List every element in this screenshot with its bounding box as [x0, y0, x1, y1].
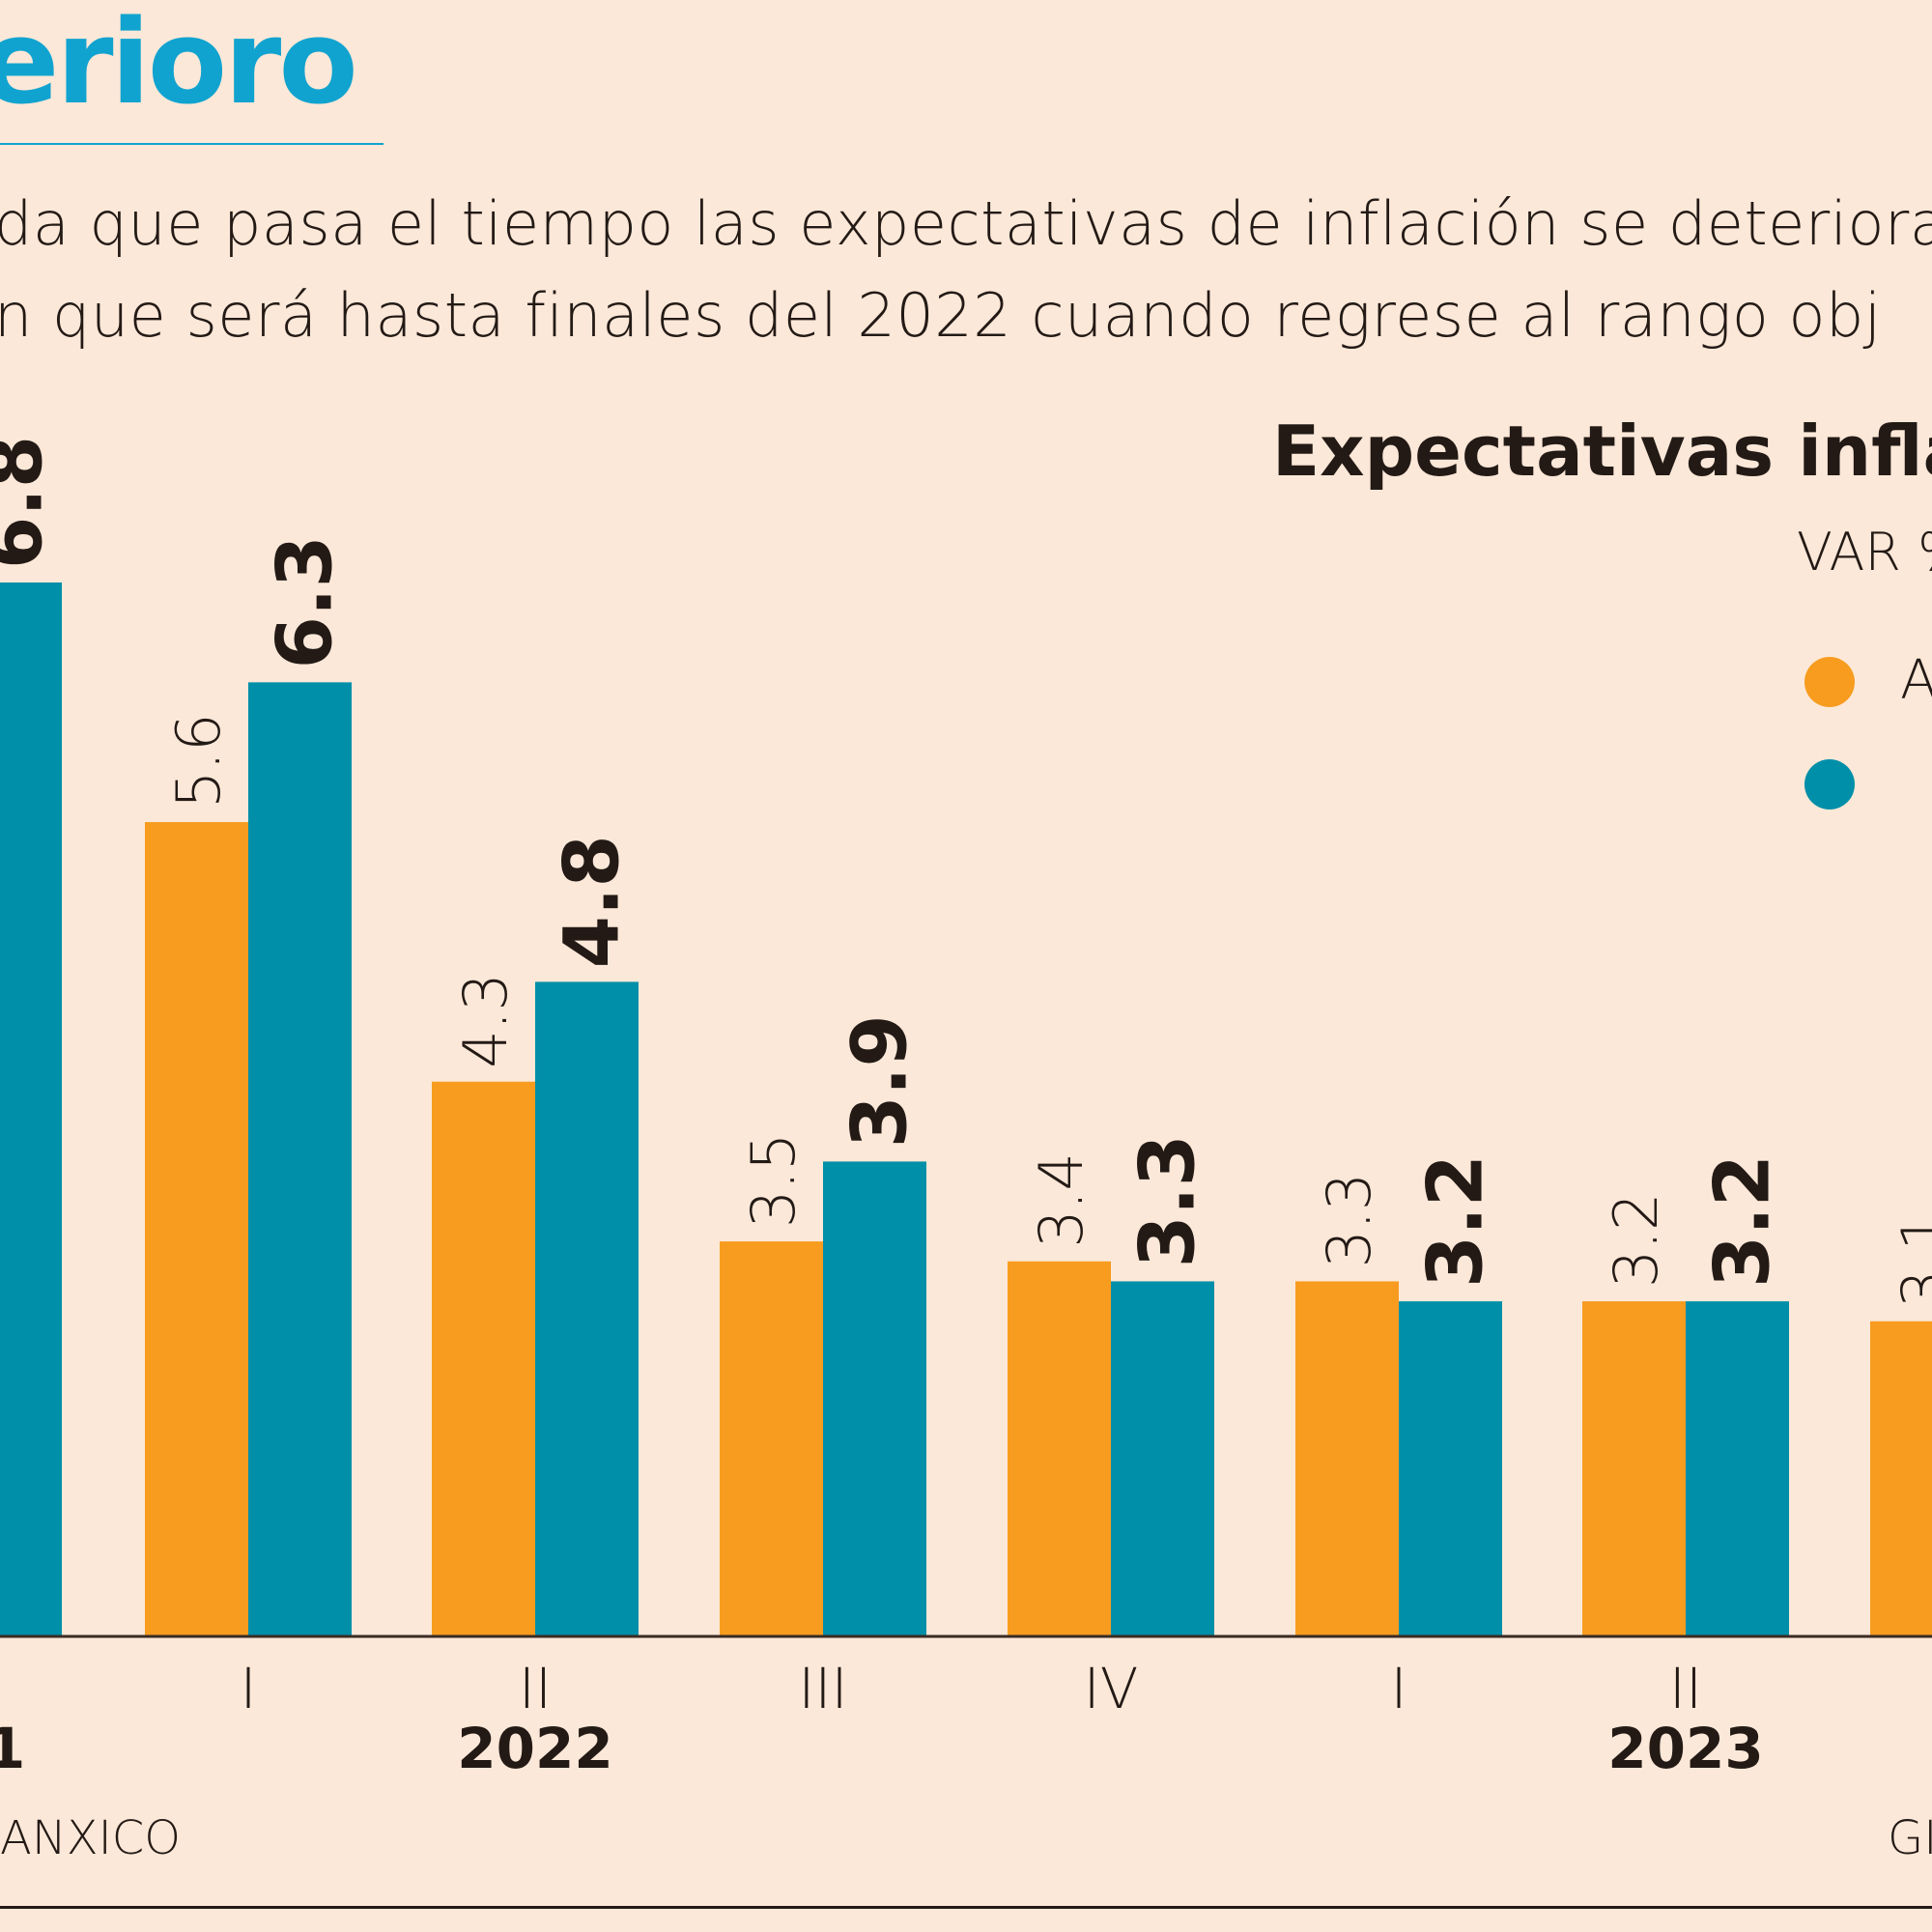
legend-label-series-a: A — [1900, 649, 1932, 712]
data-label: 3.3 — [1314, 1173, 1384, 1268]
data-label: 4.8 — [550, 835, 637, 968]
bar-series-a — [1870, 1321, 1932, 1635]
data-label: 3.1 — [1889, 1212, 1932, 1308]
data-label: 4.3 — [450, 973, 521, 1068]
bar-series-b — [1686, 1301, 1789, 1635]
credit-label: GI — [1888, 1811, 1932, 1865]
bar-series-a — [720, 1241, 823, 1635]
bar-series-b — [535, 981, 639, 1635]
x-tick-label: IV — [1084, 1656, 1139, 1721]
bar-series-a — [432, 1081, 535, 1635]
bar-series-a — [1295, 1281, 1399, 1635]
data-label: 6.3 — [263, 535, 350, 668]
x-tick-label: II — [519, 1656, 552, 1721]
legend-dot-series-b — [1804, 759, 1855, 810]
bottom-rule — [0, 1906, 1932, 1909]
data-label: 3.9 — [838, 1014, 924, 1148]
bar-series-b — [1111, 1281, 1214, 1635]
bar-series-b — [823, 1161, 926, 1635]
year-label: 1 — [0, 1716, 25, 1781]
chart-title: Expectativas infla — [1272, 411, 1932, 492]
legend-dot-series-a — [1804, 657, 1855, 707]
year-label: 2022 — [457, 1716, 612, 1781]
data-label: 3.2 — [1601, 1193, 1671, 1289]
data-label: 6.8 — [0, 436, 60, 569]
data-label: 3.4 — [1026, 1152, 1096, 1248]
data-label: 3.2 — [1413, 1154, 1500, 1288]
subtitle-line-1: da que pasa el tiempo las expectativas d… — [0, 188, 1932, 259]
bar-series-b — [248, 682, 352, 1635]
year-label: 2023 — [1607, 1716, 1763, 1781]
subtitle-line-2: n que será hasta finales del 2022 cuando… — [0, 280, 1882, 351]
bar-series-a — [1582, 1301, 1686, 1635]
bar-series-b — [0, 582, 62, 1635]
source-label: ANXICO — [0, 1811, 182, 1865]
x-tick-label: I — [240, 1656, 256, 1721]
units-label: VAR % — [1797, 522, 1932, 582]
data-label: 3.3 — [1125, 1134, 1212, 1267]
x-tick-label: I — [1390, 1656, 1406, 1721]
x-tick-label: III — [798, 1656, 847, 1721]
bar-series-a — [1008, 1261, 1111, 1635]
bar-series-a — [145, 822, 248, 1635]
data-label: 3.5 — [738, 1133, 809, 1229]
headline-rule — [0, 143, 384, 145]
bar-series-b — [1399, 1301, 1502, 1635]
data-label: 5.6 — [163, 713, 234, 809]
x-tick-label: II — [1669, 1656, 1702, 1721]
data-label: 3.2 — [1700, 1154, 1787, 1288]
headline: erioro — [0, 0, 358, 130]
